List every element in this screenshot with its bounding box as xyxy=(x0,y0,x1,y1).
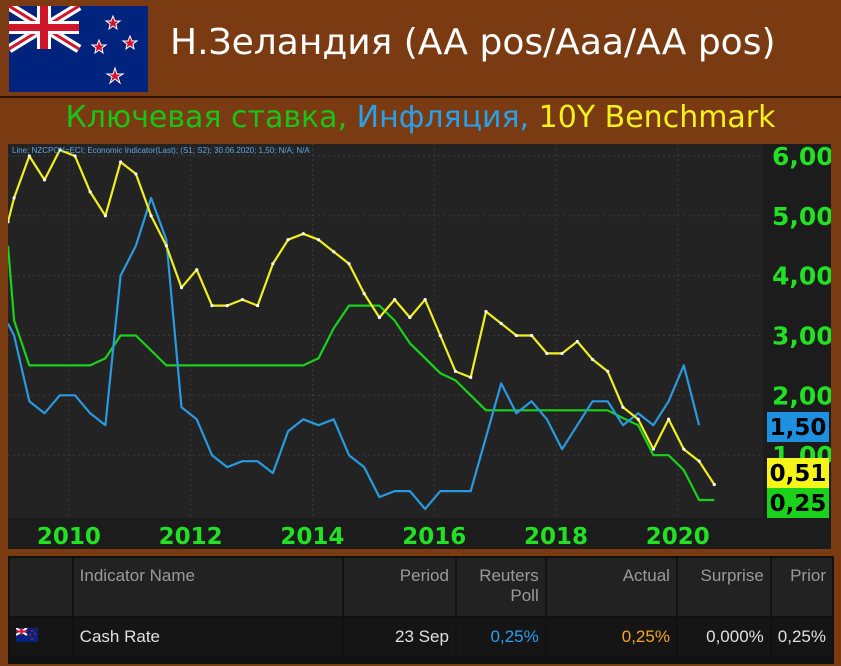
series-point xyxy=(73,154,77,158)
row-indicator-name: Cash Rate xyxy=(73,618,342,656)
series-point xyxy=(514,333,519,338)
y-tick-label: 4,00 xyxy=(772,262,831,291)
series-point xyxy=(484,309,488,314)
series-point xyxy=(286,238,290,242)
series-point xyxy=(560,351,564,356)
series-point xyxy=(179,286,184,290)
chart-legend-text: Line; NZCPOY=ECI; Economic Indicator(Las… xyxy=(12,146,310,155)
x-tick-label: 2014 xyxy=(280,524,344,549)
series-point xyxy=(88,190,92,194)
page-title: Н.Зеландия (AA pos/Aaa/AA pos) xyxy=(170,22,776,63)
series-point xyxy=(499,321,503,326)
series-point xyxy=(453,369,458,373)
series-point xyxy=(697,459,701,463)
series-point xyxy=(651,447,656,451)
line-chart: Line; NZCPOY=ECI; Economic Indicator(Las… xyxy=(8,144,831,549)
series-point xyxy=(12,196,16,200)
header-period: Period xyxy=(343,558,455,616)
last-value-badge xyxy=(767,488,829,518)
header: Н.Зеландия (AA pos/Aaa/AA pos) xyxy=(0,0,841,96)
series-point xyxy=(134,172,138,176)
series-point xyxy=(301,232,305,236)
plot-area xyxy=(8,144,763,518)
row-prior: 0,25% xyxy=(771,618,832,656)
series-point xyxy=(8,220,10,224)
series-point xyxy=(712,482,716,487)
series-point xyxy=(682,447,686,451)
series-point xyxy=(256,303,260,308)
chart-subtitle: Ключевая ставка, Инфляция, 10Y Benchmark xyxy=(0,100,841,135)
indicator-table: Indicator Name Period Reuters Poll Actua… xyxy=(8,556,834,664)
y-tick-label: 3,00 xyxy=(772,321,831,350)
series-point xyxy=(377,315,382,320)
row-actual: 0,25% xyxy=(546,618,676,656)
series-point xyxy=(119,160,123,164)
last-value-label: 0,25 xyxy=(770,491,827,517)
row-surprise: 0,000% xyxy=(677,618,770,656)
header-prior: Prior xyxy=(771,558,832,616)
series-point xyxy=(621,405,625,409)
x-tick-label: 2018 xyxy=(524,524,588,549)
row-reuters-poll: 0,25% xyxy=(456,618,545,656)
series-point xyxy=(530,333,534,338)
y-tick-label: 6,00 xyxy=(772,144,831,171)
header-divider xyxy=(0,96,841,98)
series-point xyxy=(149,214,153,218)
header-actual: Actual xyxy=(546,558,676,616)
series-line-1 xyxy=(8,196,701,511)
series-point xyxy=(423,297,427,302)
series-point xyxy=(42,178,47,182)
last-value-label: 1,50 xyxy=(770,415,827,441)
series-point xyxy=(27,154,31,158)
subtitle-part-10y: 10Y Benchmark xyxy=(538,100,776,135)
series-point xyxy=(590,357,595,362)
row-flag-cell xyxy=(10,618,72,656)
x-tick-label: 2020 xyxy=(646,524,710,549)
series-point xyxy=(636,417,640,421)
table-header-row: Indicator Name Period Reuters Poll Actua… xyxy=(10,558,832,616)
series-point xyxy=(210,303,214,308)
series-line-2 xyxy=(8,148,716,486)
last-value-label: 0,51 xyxy=(770,461,827,487)
series-point xyxy=(606,369,610,373)
y-tick-label: 5,00 xyxy=(772,202,831,231)
nz-flag-icon xyxy=(15,627,38,642)
table-row[interactable]: Cash Rate 23 Sep 0,25% 0,25% 0,000% 0,25… xyxy=(10,618,832,656)
series-point xyxy=(408,315,412,320)
header-flag xyxy=(10,558,72,616)
series-point xyxy=(58,148,62,152)
y-tick-label: 2,00 xyxy=(772,381,831,410)
series-point xyxy=(103,214,108,218)
series-point xyxy=(316,238,321,242)
x-tick-label: 2016 xyxy=(402,524,466,549)
last-value-badge xyxy=(767,458,829,488)
subtitle-part-key-rate: Ключевая ставка, xyxy=(65,100,357,135)
series-point xyxy=(438,333,442,338)
last-value-badge xyxy=(767,412,829,442)
series-point xyxy=(362,292,366,296)
row-period: 23 Sep xyxy=(343,618,455,656)
series-point xyxy=(469,375,473,379)
series-point xyxy=(195,268,199,272)
nz-flag-icon xyxy=(9,6,148,92)
x-tick-label: 2010 xyxy=(37,524,101,549)
header-reuters-poll: Reuters Poll xyxy=(456,558,545,616)
series-point xyxy=(393,297,397,302)
series-point xyxy=(332,250,336,254)
series-point xyxy=(164,244,168,248)
series-point xyxy=(225,303,229,308)
x-tick-label: 2012 xyxy=(159,524,223,549)
series-point xyxy=(271,262,275,266)
series-point xyxy=(575,339,579,344)
subtitle-part-inflation: Инфляция, xyxy=(356,100,539,135)
header-surprise: Surprise xyxy=(677,558,770,616)
series-point xyxy=(347,262,351,266)
series-point xyxy=(240,297,245,302)
header-indicator-name: Indicator Name xyxy=(73,558,342,616)
series-point xyxy=(667,417,671,421)
series-point xyxy=(545,351,549,356)
